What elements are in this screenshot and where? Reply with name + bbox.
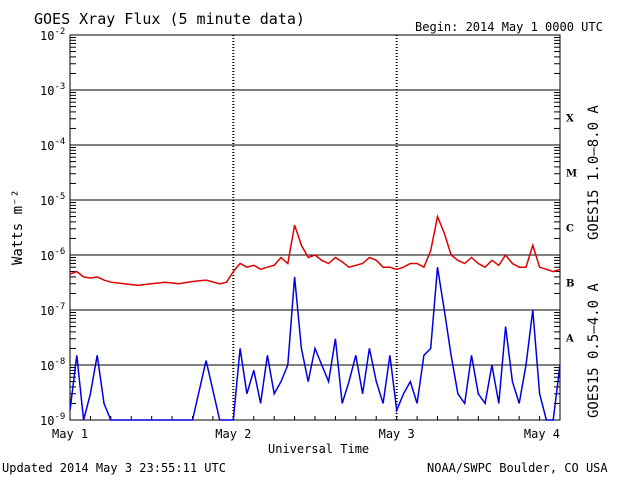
x-tick-label: May 1 (52, 427, 88, 441)
flare-class-labels: A B C M X (565, 114, 577, 345)
begin-label: Begin: 2014 May 1 0000 UTC (415, 20, 603, 34)
y-tick-base: 10 (40, 29, 54, 43)
y-tick-exponent: -5 (54, 192, 65, 202)
credit-label: NOAA/SWPC Boulder, CO USA (427, 461, 608, 475)
y-tick-base: 10 (40, 304, 54, 318)
y-tick-exponent: -2 (54, 27, 65, 37)
y-tick-label: 10-4 (40, 137, 65, 153)
y-tick-base: 10 (40, 414, 54, 428)
x-tick-labels: May 1 May 2 May 3 May 4 (52, 427, 560, 441)
series-lines (69, 214, 561, 421)
x-tick-label: May 3 (379, 427, 415, 441)
x-tick-label: May 4 (524, 427, 560, 441)
y-tick-exponent: -3 (54, 82, 65, 92)
y-axis-label: Watts m⁻² (10, 189, 26, 265)
grid (70, 35, 560, 420)
y-tick-base: 10 (40, 84, 54, 98)
y-tick-base: 10 (40, 139, 54, 153)
plot-frame (69, 34, 561, 421)
y-tick-label: 10-9 (40, 412, 65, 428)
y-tick-label: 10-5 (40, 192, 65, 208)
y-tick-base: 10 (40, 359, 54, 373)
y-tick-label: 10-7 (40, 302, 65, 318)
y-tick-label: 10-8 (40, 357, 65, 373)
y-tick-label: 10-3 (40, 82, 65, 98)
y-tick-exponent: -9 (54, 412, 65, 422)
x-axis-label: Universal Time (268, 442, 369, 456)
ticks (69, 37, 561, 420)
y-tick-exponent: -7 (54, 302, 65, 312)
updated-label: Updated 2014 May 3 23:55:11 UTC (2, 461, 226, 475)
y-tick-base: 10 (40, 194, 54, 208)
flare-class-label: A (565, 334, 574, 345)
series-line-0 (69, 214, 561, 287)
flare-class-label: B (566, 279, 574, 290)
y-tick-exponent: -6 (54, 247, 65, 257)
y-tick-label: 10-2 (40, 27, 65, 43)
flare-class-label: X (566, 114, 574, 125)
y-tick-labels: 10-910-810-710-610-510-410-310-2 (40, 27, 65, 428)
flare-class-label: C (566, 224, 574, 235)
y-tick-exponent: -4 (54, 137, 65, 147)
y-tick-label: 10-6 (40, 247, 65, 263)
legend-long-channel: GOES15 1.0–8.0 A (586, 105, 602, 240)
chart-title: GOES Xray Flux (5 minute data) (34, 10, 305, 28)
y-tick-base: 10 (40, 249, 54, 263)
legend-short-channel: GOES15 0.5–4.0 A (586, 283, 602, 418)
flare-class-label: M (566, 169, 577, 180)
series-line-1 (69, 267, 561, 421)
y-tick-exponent: -8 (54, 357, 65, 367)
x-tick-label: May 2 (215, 427, 251, 441)
